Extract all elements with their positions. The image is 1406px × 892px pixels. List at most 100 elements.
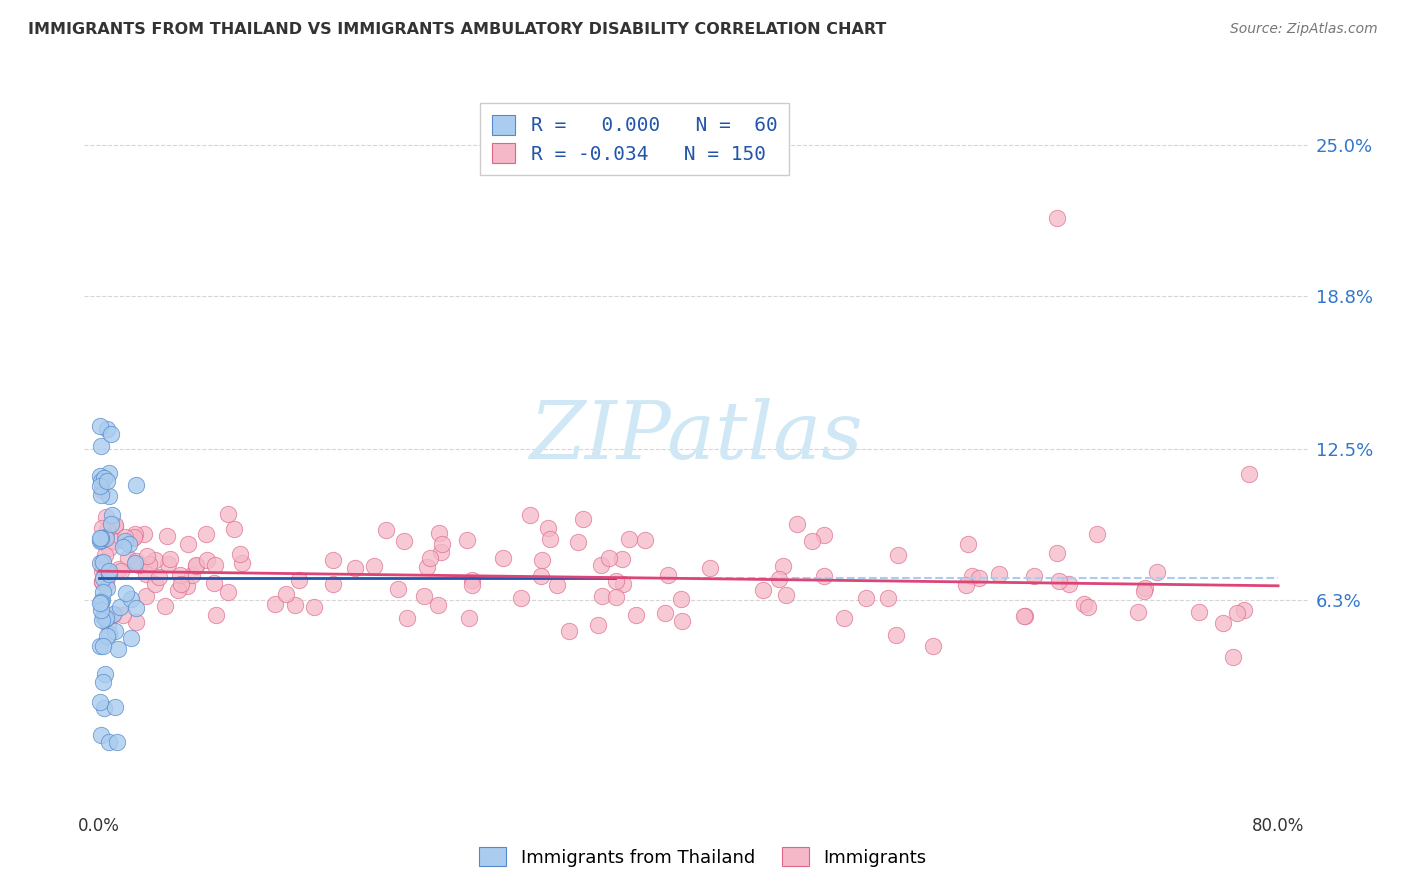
Point [100,516,122,531]
Point [492,550,515,565]
Point [184,558,207,573]
Point [135,567,157,582]
Point [117,551,139,566]
Point [813,569,835,583]
Point [322,553,344,567]
Point [654,606,676,620]
Point [617,533,640,547]
Point [374,523,396,537]
Point [430,537,453,551]
Point [558,624,581,638]
Point [1188,605,1211,619]
Point [121,531,143,545]
Point [104,517,127,532]
Point [960,568,983,582]
Point [1132,584,1154,599]
Point [395,611,418,625]
Point [89,596,111,610]
Point [159,552,181,566]
Point [855,591,877,606]
Point [775,588,797,602]
Point [91,520,114,534]
Point [125,553,148,567]
Point [91,675,114,690]
Point [671,614,693,628]
Point [155,599,177,613]
Point [1077,600,1099,615]
Point [97,541,120,556]
Point [91,613,114,627]
Point [156,528,179,542]
Point [110,599,132,614]
Point [752,582,775,597]
Point [114,530,136,544]
Point [572,511,595,525]
Point [768,572,790,586]
Point [202,575,225,590]
Legend: R =   0.000   N =  60, R = -0.034   N = 150: R = 0.000 N = 60, R = -0.034 N = 150 [481,103,789,175]
Point [135,589,157,603]
Point [530,553,553,567]
Point [567,535,589,549]
Point [93,701,115,715]
Point [107,562,129,576]
Point [100,427,122,442]
Point [89,556,111,570]
Point [170,577,193,591]
Point [143,553,166,567]
Point [124,615,146,630]
Point [156,558,179,572]
Point [135,549,157,564]
Point [105,735,128,749]
Point [97,564,120,578]
Point [427,599,450,613]
Text: Source: ZipAtlas.com: Source: ZipAtlas.com [1230,22,1378,37]
Point [394,534,416,549]
Point [90,727,112,741]
Point [610,551,633,566]
Point [114,533,136,548]
Point [1126,605,1149,619]
Point [120,591,142,606]
Point [91,608,114,623]
Point [180,568,202,582]
Point [537,521,560,535]
Point [194,527,217,541]
Point [605,574,627,588]
Point [387,582,409,597]
Point [90,531,112,545]
Point [90,594,112,608]
Point [125,478,148,492]
Point [1233,602,1256,616]
Point [91,555,114,569]
Point [1047,574,1070,588]
Point [461,578,484,592]
Point [877,591,900,606]
Point [195,553,218,567]
Point [1022,568,1045,582]
Point [529,568,551,582]
Point [90,488,112,502]
Point [1014,609,1036,624]
Point [605,591,627,605]
Point [217,507,239,521]
Point [97,627,120,641]
Point [166,582,188,597]
Point [93,548,115,562]
Point [284,598,307,612]
Point [229,547,252,561]
Point [91,555,114,569]
Point [586,617,609,632]
Point [591,590,613,604]
Point [519,508,541,522]
Point [104,699,127,714]
Point [510,591,533,606]
Point [598,550,620,565]
Point [98,735,121,749]
Point [104,624,127,638]
Point [887,548,910,562]
Point [786,517,808,532]
Point [204,608,226,623]
Point [90,533,112,548]
Point [276,587,298,601]
